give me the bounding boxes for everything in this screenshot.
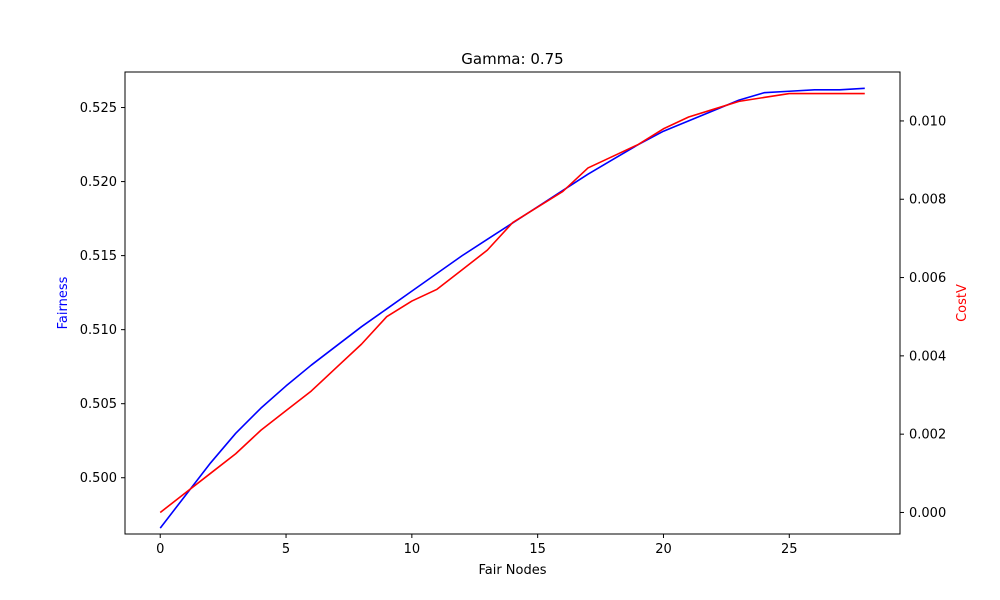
x-tick-label: 5 <box>282 542 290 557</box>
chart-title: Gamma: 0.75 <box>461 50 563 68</box>
x-tick-label: 0 <box>156 542 164 557</box>
x-tick-label: 15 <box>529 542 546 557</box>
x-axis-title: Fair Nodes <box>478 563 546 578</box>
x-tick-label: 25 <box>781 542 798 557</box>
y-left-tick-label: 0.525 <box>80 101 117 116</box>
y-right-axis-title: CostV <box>955 284 970 322</box>
y-right-tick-label: 0.008 <box>909 193 946 208</box>
y-left-tick-label: 0.520 <box>80 175 117 190</box>
y-left-tick-label: 0.505 <box>80 397 117 412</box>
y-left-tick-label: 0.510 <box>80 323 117 338</box>
plot-frame <box>124 71 901 535</box>
plot-layer <box>159 87 865 529</box>
y-left-tick-label: 0.515 <box>80 249 117 264</box>
y-left-tick-label: 0.500 <box>80 471 117 486</box>
x-tick-label: 10 <box>404 542 421 557</box>
series-line-fairness <box>159 87 865 529</box>
axis-layer: 0 5 10 15 20 25 0.500 0.505 0.510 0.515 0.520 0.525… <box>80 101 946 557</box>
series-line-costv <box>159 92 865 514</box>
y-right-tick-label: 0.000 <box>909 506 946 521</box>
y-left-axis-title: Fairness <box>56 276 71 329</box>
y-right-tick-label: 0.002 <box>909 428 946 443</box>
y-right-tick-label: 0.004 <box>909 349 946 364</box>
x-tick-label: 20 <box>655 542 672 557</box>
y-right-tick-label: 0.010 <box>909 114 946 129</box>
y-right-tick-label: 0.006 <box>909 271 946 286</box>
